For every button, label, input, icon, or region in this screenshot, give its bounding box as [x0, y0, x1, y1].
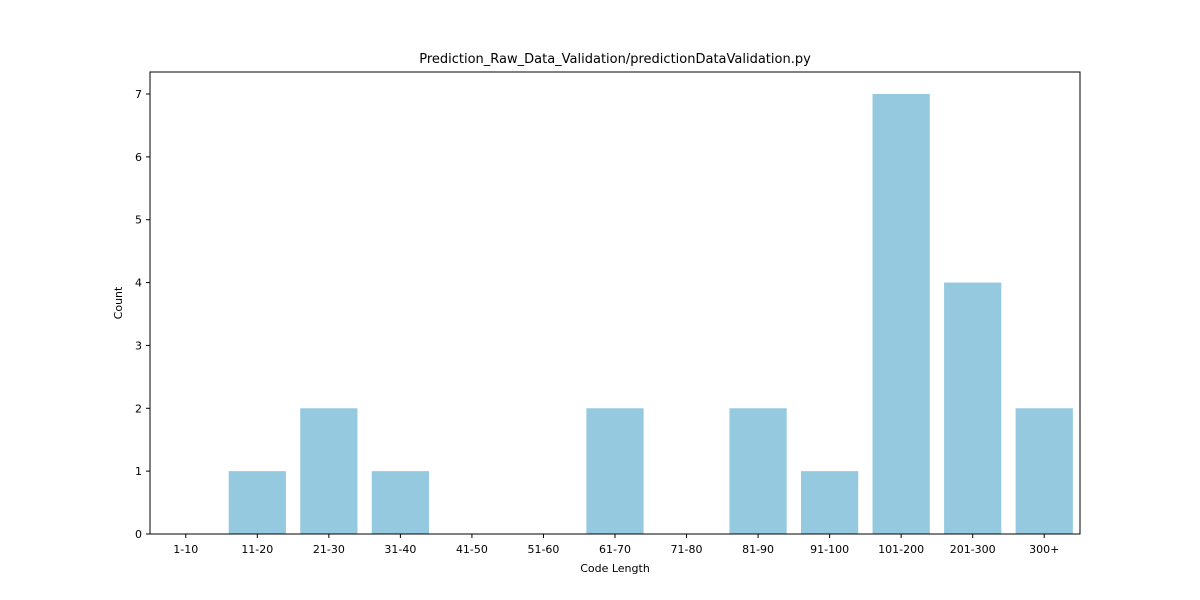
bar-81-90 [729, 408, 787, 534]
y-tick-label: 1 [135, 465, 142, 478]
bar-31-40 [371, 471, 429, 534]
bar-101-200 [872, 94, 930, 534]
y-tick-label: 6 [135, 151, 142, 164]
y-tick-label: 7 [135, 88, 142, 101]
x-tick-label: 101-200 [878, 543, 924, 556]
y-axis: 0 1 2 3 4 5 6 7 [135, 88, 150, 541]
y-tick-label: 5 [135, 214, 142, 227]
x-tick-label: 91-100 [810, 543, 849, 556]
x-tick-label: 61-70 [599, 543, 631, 556]
bars-group [228, 94, 1073, 534]
bar-201-300 [944, 282, 1002, 534]
bar-300+ [1015, 408, 1073, 534]
y-tick-label: 0 [135, 528, 142, 541]
x-tick-label: 201-300 [950, 543, 996, 556]
y-tick-label: 3 [135, 339, 142, 352]
x-axis: 1-10 11-20 21-30 31-40 41-50 51-60 61-70 71-80 8… [173, 534, 1059, 556]
bar-21-30 [300, 408, 358, 534]
x-tick-label: 300+ [1029, 543, 1059, 556]
y-tick-label: 2 [135, 402, 142, 415]
x-tick-label: 1-10 [173, 543, 198, 556]
bar-61-70 [586, 408, 644, 534]
x-tick-label: 11-20 [241, 543, 273, 556]
x-tick-label: 81-90 [742, 543, 774, 556]
y-tick-label: 4 [135, 277, 142, 290]
bar-11-20 [228, 471, 286, 534]
x-tick-label: 41-50 [456, 543, 488, 556]
x-tick-label: 51-60 [527, 543, 559, 556]
y-axis-label: Count [112, 286, 125, 319]
x-tick-label: 71-80 [671, 543, 703, 556]
bar-91-100 [801, 471, 859, 534]
x-tick-label: 21-30 [313, 543, 345, 556]
chart-title: Prediction_Raw_Data_Validation/predictio… [419, 52, 811, 67]
x-tick-label: 31-40 [384, 543, 416, 556]
x-axis-label: Code Length [580, 562, 650, 575]
